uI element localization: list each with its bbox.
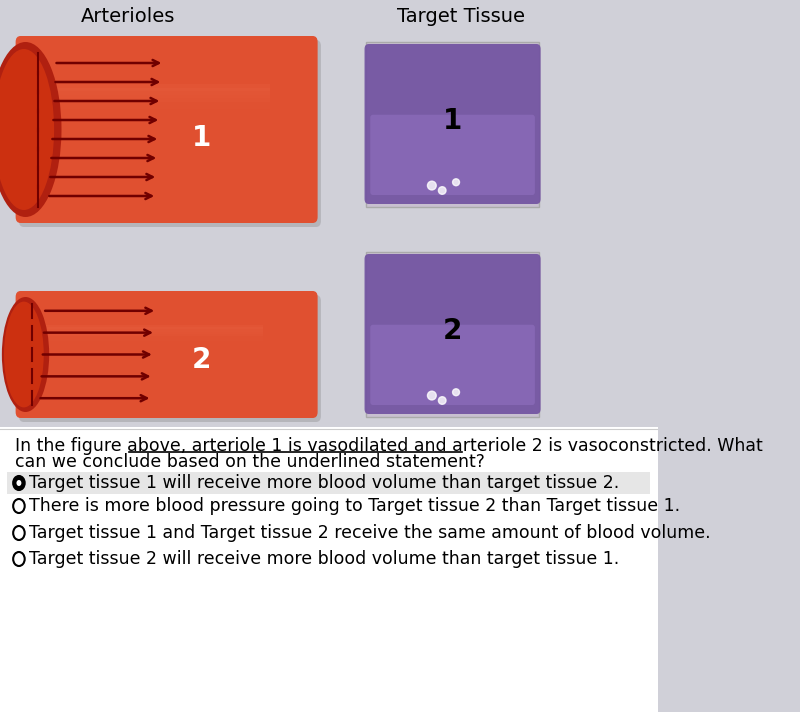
Circle shape xyxy=(13,526,25,540)
Text: In the figure above, arteriole 1 is vasodilated and arteriole 2 is vasoconstrict: In the figure above, arteriole 1 is vaso… xyxy=(15,437,762,455)
Ellipse shape xyxy=(0,49,54,210)
FancyBboxPatch shape xyxy=(366,252,539,417)
Text: Target tissue 1 and Target tissue 2 receive the same amount of blood volume.: Target tissue 1 and Target tissue 2 rece… xyxy=(29,524,710,542)
FancyBboxPatch shape xyxy=(365,44,541,204)
Text: There is more blood pressure going to Target tissue 2 than Target tissue 1.: There is more blood pressure going to Ta… xyxy=(29,497,680,515)
Text: 1: 1 xyxy=(443,108,462,135)
Text: Target Tissue: Target Tissue xyxy=(397,8,525,26)
FancyBboxPatch shape xyxy=(19,40,321,227)
FancyBboxPatch shape xyxy=(19,295,321,422)
Text: 2: 2 xyxy=(443,318,462,345)
Bar xyxy=(6,472,650,494)
Bar xyxy=(34,332,262,336)
FancyBboxPatch shape xyxy=(365,254,541,414)
Bar xyxy=(42,91,270,98)
Point xyxy=(426,390,438,402)
Point xyxy=(450,387,462,398)
FancyBboxPatch shape xyxy=(366,42,539,207)
Point xyxy=(450,177,462,188)
Bar xyxy=(34,334,262,338)
Circle shape xyxy=(13,552,25,566)
Ellipse shape xyxy=(0,42,62,217)
Bar xyxy=(34,329,262,334)
Text: 2: 2 xyxy=(192,346,211,375)
Circle shape xyxy=(13,476,25,490)
Bar xyxy=(34,336,262,341)
Bar xyxy=(42,98,270,105)
FancyBboxPatch shape xyxy=(370,115,535,195)
Bar xyxy=(42,84,270,91)
Point xyxy=(436,394,449,406)
FancyBboxPatch shape xyxy=(16,291,318,418)
Ellipse shape xyxy=(4,302,44,407)
Text: 1: 1 xyxy=(192,125,211,152)
Text: Target tissue 2 will receive more blood volume than target tissue 1.: Target tissue 2 will receive more blood … xyxy=(29,550,619,568)
Bar xyxy=(0,427,658,712)
Point xyxy=(426,180,438,192)
Bar xyxy=(34,327,262,332)
Ellipse shape xyxy=(2,297,49,412)
Text: Target tissue 1 will receive more blood volume than target tissue 2.: Target tissue 1 will receive more blood … xyxy=(29,474,619,492)
Text: Arterioles: Arterioles xyxy=(80,8,174,26)
Text: can we conclude based on the underlined statement?: can we conclude based on the underlined … xyxy=(15,453,485,471)
Point xyxy=(436,185,449,197)
Bar xyxy=(42,88,270,95)
Circle shape xyxy=(13,499,25,513)
FancyBboxPatch shape xyxy=(370,325,535,405)
Bar xyxy=(42,95,270,102)
Bar xyxy=(34,325,262,329)
FancyBboxPatch shape xyxy=(16,36,318,223)
Circle shape xyxy=(17,480,22,486)
Bar xyxy=(42,102,270,108)
